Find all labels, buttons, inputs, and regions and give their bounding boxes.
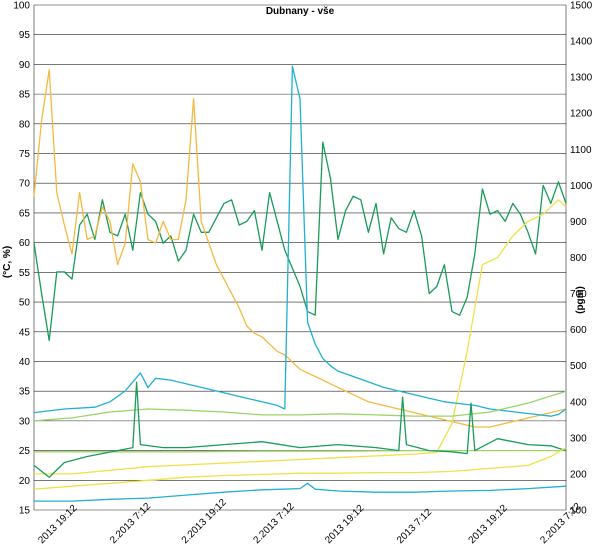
right-tick-label: 900 xyxy=(570,217,587,228)
right-tick-label: 1500 xyxy=(570,1,593,12)
series-line-5 xyxy=(33,390,567,422)
x-tick-label: 2.2013 7:12 xyxy=(538,501,583,546)
right-tick-label: 1300 xyxy=(570,73,593,84)
left-tick-label: 80 xyxy=(19,119,31,130)
x-tick-label: 2.2013 19:12 xyxy=(180,497,229,546)
series-line-6 xyxy=(34,449,566,453)
left-tick-label: 75 xyxy=(19,149,31,160)
right-tick-label: 1200 xyxy=(570,109,593,120)
left-tick-label: 45 xyxy=(19,327,31,338)
left-tick-label: 60 xyxy=(19,238,31,249)
series-line-2 xyxy=(34,199,567,475)
left-tick-label: 25 xyxy=(19,446,31,457)
right-tick-label: 100 xyxy=(570,506,587,517)
right-tick-label: 400 xyxy=(570,397,587,408)
series-line-1 xyxy=(33,69,567,428)
right-tick-label: 1400 xyxy=(570,37,593,48)
x-tick-label: 2013 7:12 xyxy=(395,507,435,547)
series-line-4 xyxy=(34,482,567,502)
left-tick-label: 90 xyxy=(19,60,31,71)
right-tick-label: 1100 xyxy=(570,145,592,156)
left-tick-label: 95 xyxy=(19,30,31,41)
left-tick-label: 55 xyxy=(19,268,31,279)
x-tick-label: 2.2013 7:12 xyxy=(251,501,296,546)
left-tick-label: 65 xyxy=(19,208,31,219)
right-tick-label: 800 xyxy=(570,253,587,264)
x-tick-label: 2013 19:12 xyxy=(323,503,366,546)
right-tick-label: 1000 xyxy=(570,181,593,192)
left-tick-label: 20 xyxy=(19,476,31,487)
right-tick-label: 300 xyxy=(570,433,587,444)
left-tick-label: 85 xyxy=(19,90,31,101)
right-tick-label: 700 xyxy=(570,289,587,300)
series-line-3 xyxy=(33,65,567,417)
right-tick-label: 500 xyxy=(570,361,587,372)
chart-title: Dubnany - vše xyxy=(266,6,335,17)
left-tick-label: 100 xyxy=(13,1,30,12)
left-tick-label: 35 xyxy=(19,387,31,398)
left-tick-label: 40 xyxy=(19,357,31,368)
x-tick-label: 2013 19:12 xyxy=(467,503,510,546)
right-tick-label: 200 xyxy=(570,469,587,480)
left-tick-label: 15 xyxy=(19,506,31,517)
left-tick-label: 50 xyxy=(19,298,31,309)
right-tick-label: 600 xyxy=(570,325,587,336)
series-group xyxy=(33,65,567,502)
right-axis-title: (pgm) xyxy=(575,286,586,314)
x-tick-label: 2013 19:12 xyxy=(36,503,79,546)
x-tick-label: 2.2013 7:12 xyxy=(108,501,153,546)
series-line-7 xyxy=(33,381,567,478)
series-line-0 xyxy=(33,141,567,342)
right-axis-ticks: 100 200 300 400 500 600 700 800 900 1000 1100 1200 1… xyxy=(570,1,593,517)
left-tick-label: 70 xyxy=(19,179,31,190)
grid-lines xyxy=(33,4,567,511)
x-axis-ticks: 2013 19:12 2.2013 7:12 2.2013 19:12 2.2013 … xyxy=(36,497,583,546)
left-axis-title: (°C, %) xyxy=(2,246,13,278)
left-tick-label: 30 xyxy=(19,416,31,427)
series-line-8 xyxy=(33,447,567,490)
left-axis-ticks: 15 20 25 30 35 40 45 50 55 60 65 70 75 80 85 90 95 100 xyxy=(13,1,30,517)
